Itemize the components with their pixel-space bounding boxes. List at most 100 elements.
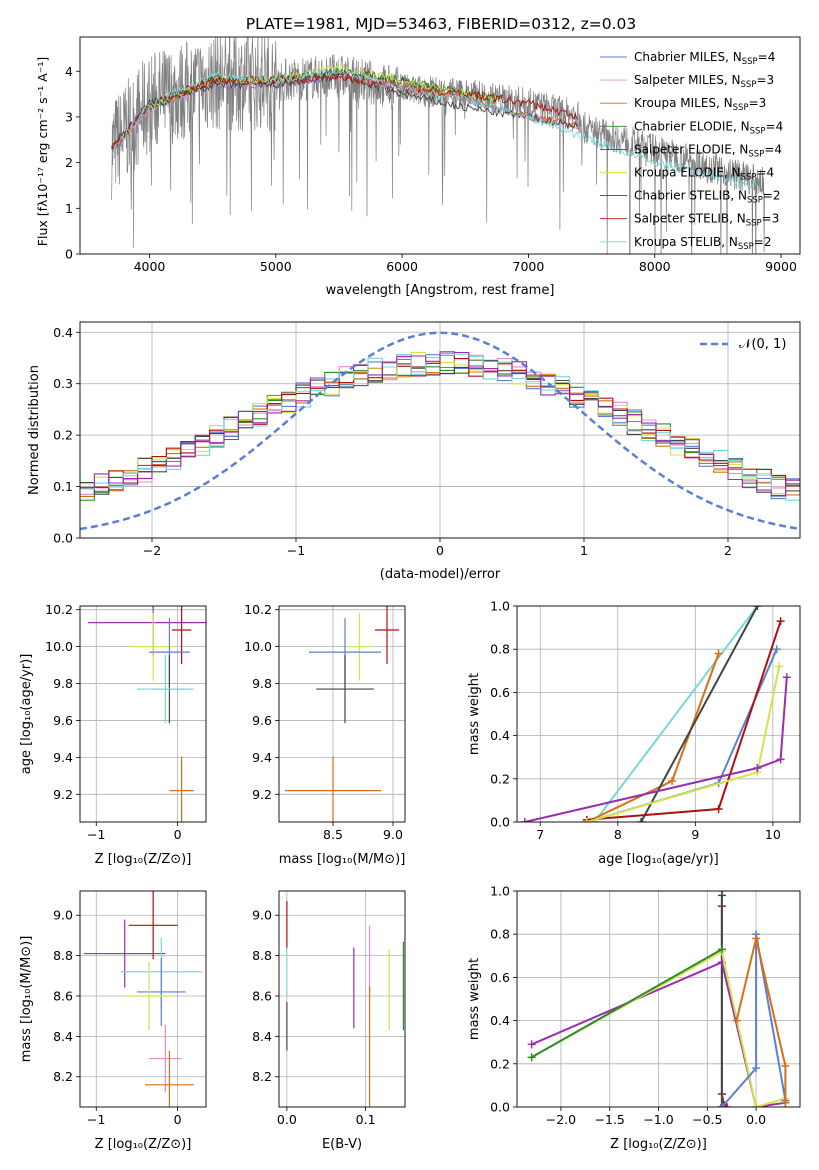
x-axis-label: wavelength [Angstrom, rest frame] (326, 283, 555, 298)
axes-frame (79, 321, 801, 539)
x-tick-label: −1.0 (643, 1112, 673, 1127)
x-tick-label: 8000 (639, 259, 671, 274)
weight-marker (752, 934, 761, 943)
weight-marker (637, 818, 646, 822)
weight-marker (782, 673, 791, 682)
x-tick-label: 0 (174, 1112, 182, 1127)
y-tick-label: 9.6 (252, 713, 272, 728)
legend-entry: 𝒩(0, 1) (739, 337, 786, 352)
y-tick-label: 8.8 (53, 948, 73, 963)
legend-entry: Salpeter MILES, NSSP=3 (634, 73, 774, 90)
panel-massweight_vs_age: 7 8 9 10 0.0 0.2 0.4 0.6 0.8 1.0 age [log₁₀(age/yr… (467, 599, 801, 867)
weight-marker (527, 1040, 536, 1049)
plot-area (84, 891, 202, 1107)
weight-series (732, 934, 790, 1107)
y-axis-label: mass [log₁₀(M/M⊙)] (19, 936, 34, 1063)
weight-marker (753, 606, 762, 610)
error-bar-point (136, 655, 194, 724)
plot-area (88, 606, 206, 822)
y-tick-label: 0.4 (490, 728, 510, 743)
x-tick-label: 0.1 (356, 1112, 376, 1127)
plot-area (285, 606, 399, 822)
weight-marker (772, 645, 781, 654)
y-axis-label: mass weight (467, 958, 482, 1040)
x-axis-label: mass [log₁₀(M/M⊙)] (279, 852, 406, 867)
x-tick-label: 0 (436, 543, 444, 558)
weight-line (640, 606, 759, 822)
plot-area (520, 606, 791, 822)
x-axis-label: E(B-V) (322, 1137, 362, 1152)
weight-series (590, 606, 762, 822)
weight-marker (520, 818, 529, 822)
error-bar-point (169, 756, 194, 822)
panel-massweight_vs_Z: −2.0 −1.5 −1.0 −0.5 0.0 0.0 0.2 0.4 0.6 0.8 1.0 Z [… (467, 884, 801, 1152)
error-bar-point (124, 961, 174, 1030)
model-series (149, 62, 504, 111)
x-axis-label: Z [log₁₀(Z/Z⊙)] (95, 1137, 192, 1152)
error-bar-point (145, 1050, 194, 1107)
x-axis-label: Z [log₁₀(Z/Z⊙)] (610, 1137, 707, 1152)
y-tick-label: 9.2 (252, 787, 272, 802)
x-axis-label: Z [log₁₀(Z/Z⊙)] (95, 852, 192, 867)
x-tick-label: 0 (174, 827, 182, 842)
weight-marker (582, 818, 591, 822)
x-tick-label: −1 (87, 1112, 105, 1127)
y-tick-label: 0.0 (53, 531, 73, 546)
x-tick-label: −1.5 (595, 1112, 625, 1127)
weight-series (637, 606, 762, 822)
legend-entry: Salpeter ELODIE, NSSP=4 (634, 142, 782, 159)
y-axis-label: age [log₁₀(age/yr)] (19, 654, 34, 775)
error-bar-point (136, 957, 186, 1026)
y-tick-label: 10.2 (45, 602, 73, 617)
axes-frame (278, 605, 406, 823)
y-tick-label: 0.6 (490, 685, 510, 700)
weight-marker (781, 1098, 790, 1107)
weight-marker (775, 662, 784, 671)
normal-curve (80, 331, 800, 531)
x-tick-label: 8.5 (323, 827, 343, 842)
histogram-series (80, 360, 800, 496)
x-tick-label: 7000 (513, 259, 545, 274)
y-tick-label: 0.4 (490, 1013, 510, 1028)
y-tick-label: 0.0 (490, 1100, 510, 1115)
weight-marker (752, 1064, 761, 1073)
y-tick-label: 1.0 (490, 599, 510, 614)
y-tick-label: 0.4 (53, 325, 73, 340)
y-tick-label: 8.4 (53, 1029, 73, 1044)
x-tick-label: 9000 (765, 259, 797, 274)
y-tick-label: 3 (65, 109, 73, 124)
y-tick-label: 0.8 (490, 927, 510, 942)
x-tick-label: 0.0 (277, 1112, 297, 1127)
axes-frame (79, 890, 207, 1108)
y-tick-label: 10.0 (244, 639, 272, 654)
axes-frame (79, 36, 801, 255)
weight-marker (753, 764, 762, 772)
axes-frame (516, 890, 801, 1108)
y-tick-label: 8.2 (252, 1069, 272, 1084)
axes-frame (278, 890, 406, 1108)
weight-line (586, 653, 720, 822)
panel-age_vs_Z: −1 0 9.2 9.4 9.6 9.8 10.0 10.2 Z [log₁₀(Z/Z⊙)] ag… (19, 602, 207, 867)
weight-marker (714, 805, 723, 814)
error-bar-point (285, 756, 381, 822)
panel-spectrum: 4000 5000 6000 7000 8000 9000 0 1 2 3 4 wavelength … (35, 36, 801, 298)
weight-marker (776, 755, 785, 764)
y-tick-label: 0.2 (53, 428, 73, 443)
y-tick-label: 9.4 (252, 750, 272, 765)
y-tick-label: 9.4 (53, 750, 73, 765)
weight-line (524, 677, 788, 822)
weight-line (721, 934, 787, 1107)
figure-title: PLATE=1981, MJD=53463, FIBERID=0312, z=0… (246, 15, 636, 33)
x-tick-label: 1 (580, 543, 588, 558)
panel-residuals: −2 −1 0 1 2 0.0 0.1 0.2 0.3 0.4 (data-model)/error… (27, 321, 801, 582)
x-tick-label: 9 (691, 827, 699, 842)
weight-marker (717, 945, 726, 954)
plot-area (80, 331, 800, 531)
legend-entry: Kroupa STELIB, NSSP=2 (634, 235, 772, 252)
x-tick-label: 10 (765, 827, 781, 842)
y-tick-label: 0 (65, 247, 73, 262)
y-tick-label: 9.6 (53, 713, 73, 728)
x-tick-label: 9.0 (383, 827, 403, 842)
x-axis-label: age [log₁₀(age/yr)] (598, 852, 719, 867)
weight-marker (717, 891, 726, 900)
